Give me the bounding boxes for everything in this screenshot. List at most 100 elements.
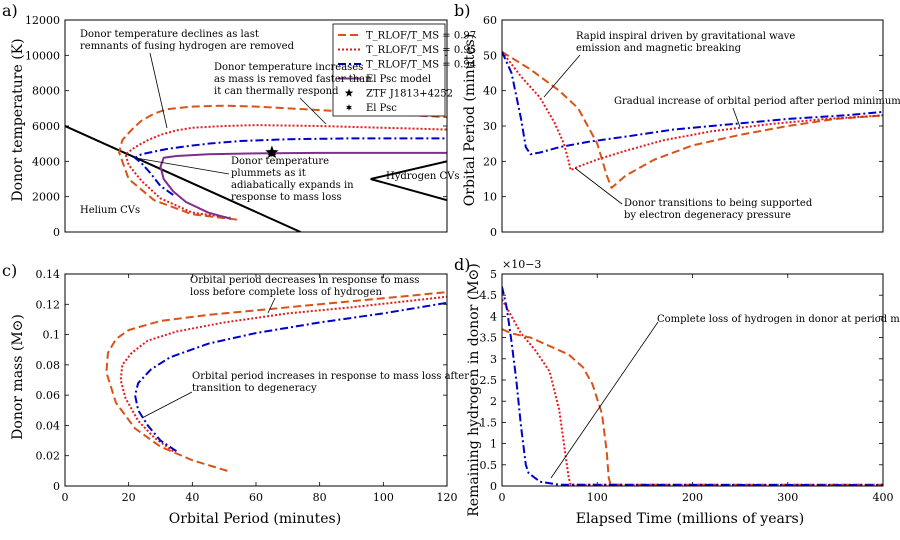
arrow-b-2 [732, 107, 741, 128]
arrow-a-3 [135, 157, 230, 175]
panel-3-ytick-label: 5 [490, 268, 497, 281]
panel-b-orbital-period: 0 10 20 30 40 50 60 [483, 14, 884, 239]
panel-a-annotation-hydrogen-cvs: Hydrogen CVs [386, 171, 460, 182]
panel-3-ytick-label: 4.5 [480, 289, 498, 302]
panel-b-ylabel: Orbital Period (minutes) [462, 34, 478, 206]
arrow-a-2 [299, 97, 327, 125]
panel-0-ytick-label: 4000 [32, 155, 60, 168]
legend-label: El Psc model [366, 74, 431, 85]
panel-0-boundary-line [65, 125, 301, 232]
panel-d-ylabel: Remaining hydrogen in donor (M⊙) [466, 263, 482, 516]
panel-d-annotation-1: Complete loss of hydrogen in donor at pe… [657, 314, 900, 325]
panel-2-ytick-label: 0.12 [36, 298, 61, 311]
panel-2-xtick-label: 0 [62, 491, 69, 504]
panel-0-ytick-label: 2000 [32, 191, 60, 204]
panel-0-series-el-psc-model [159, 151, 447, 220]
panel-c-annotation-1: Orbital period decreases in response to … [190, 275, 423, 298]
panel-1-series-t-rlof-t-ms-0-95 [502, 51, 883, 172]
panel-2-ytick-label: 0.04 [36, 419, 61, 432]
panel-1-series-t-rlof-t-ms-0-94 [502, 51, 883, 156]
panel-3-xtick-label: 400 [873, 491, 894, 504]
panel-c-ylabel: Donor mass (M⊙) [10, 314, 26, 440]
panel-2-series-t-rlof-t-ms-0-95 [119, 295, 447, 452]
panel-1-plot-area [502, 50, 883, 189]
panel-0-frame [64, 19, 448, 233]
legend-marker [345, 104, 353, 111]
panel-2-ytick-label: 0.08 [36, 359, 61, 372]
panel-label-a: a) [2, 1, 18, 20]
panel-3-ytick-label: 2.5 [480, 374, 498, 387]
panel-b-annotation-1: Rapid inspiral driven by gravitational w… [576, 31, 798, 54]
panel-1-frame [501, 19, 884, 233]
panel-2-series-t-rlof-t-ms-0-94 [134, 301, 447, 453]
panel-3-xtick-label: 100 [587, 491, 608, 504]
panel-3-plot-area [502, 286, 883, 486]
panel-3-ytick-label: 1 [490, 438, 497, 451]
panel-0-boundary-line [370, 160, 447, 180]
panel-a-annotation-helium-cvs: Helium CVs [80, 205, 140, 216]
legend-label: T_RLOF/T_MS = 0.97 [366, 31, 476, 42]
panel-a-annotation-2: Donor temperature increases as mass is r… [214, 62, 375, 97]
panel-2-ytick-label: 0 [53, 480, 60, 493]
panel-d-multiplier: ×10−3 [502, 258, 541, 271]
panel-0-marker-hexagram [267, 147, 277, 158]
panel-3-series-t-rlof-t-ms-0-94 [502, 286, 883, 486]
panel-1-ytick-label: 60 [483, 14, 497, 27]
panel-0-series-t-rlof-t-ms-0-97 [118, 104, 447, 221]
panel-a-ylabel: Donor temperature (K) [10, 38, 26, 201]
panel-3-ytick-label: 3 [490, 353, 497, 366]
panel-3-ytick-label: 4 [490, 310, 497, 323]
panel-3-xtick-label: 0 [499, 491, 506, 504]
panel-1-ytick-label: 20 [483, 155, 497, 168]
panel-label-b: b) [454, 1, 470, 20]
panel-1-ytick-label: 30 [483, 120, 497, 133]
panel-2-xtick-label: 80 [313, 491, 327, 504]
arrow-c-1 [267, 297, 276, 314]
arrow-c-2 [141, 391, 193, 419]
panel-0-ytick-label: 8000 [32, 85, 60, 98]
panel-a-annotation-3: Donor temperature plummets as it adiabat… [231, 156, 357, 203]
panel-2-series-t-rlof-t-ms-0-97 [105, 291, 447, 472]
panel-3-frame [501, 273, 884, 487]
annotation-arrows [135, 52, 741, 479]
legend-label: ZTF J1813+4252 [366, 89, 453, 100]
panel-0-ytick-label: 12000 [25, 14, 60, 27]
panel-label-d: d) [454, 255, 470, 274]
panel-3-series-t-rlof-t-ms-0-97 [502, 328, 883, 486]
panel-2-ytick-label: 0.06 [36, 389, 61, 402]
panel-2-ytick-label: 0.14 [36, 268, 61, 281]
panel-3-xtick-label: 200 [682, 491, 703, 504]
panel-a-annotation-1: Donor temperature declines as last remna… [80, 29, 295, 52]
panel-d-hydrogen: 0 0.5 1 1.5 2 2.5 3 3.5 4 4.5 5 0 100 200 300 400 [480, 268, 894, 504]
panel-0-ytick-label: 6000 [32, 120, 60, 133]
panel-0-boundary-line [370, 178, 447, 202]
panel-1-ytick-label: 10 [483, 191, 497, 204]
panel-2-ytick-label: 0.1 [43, 329, 61, 342]
panel-1-ytick-label: 50 [483, 49, 497, 62]
panel-label-c: c) [2, 261, 17, 280]
arrow-b-3 [574, 167, 623, 205]
panel-3-xtick-label: 300 [777, 491, 798, 504]
panel-c-xlabel: Orbital Period (minutes) [169, 511, 341, 527]
panel-0-plot-area [65, 104, 447, 232]
panel-3-series-t-rlof-t-ms-0-95 [502, 298, 883, 486]
panel-2-plot-area [105, 291, 447, 472]
panel-1-ytick-label: 40 [483, 85, 497, 98]
panel-d-xlabel: Elapsed Time (millions of years) [576, 511, 804, 527]
panel-3-ytick-label: 1.5 [480, 416, 498, 429]
legend: T_RLOF/T_MS = 0.97 T_RLOF/T_MS = 0.95 T_RL… [332, 23, 476, 117]
panel-3-ytick-label: 0.5 [480, 459, 498, 472]
panel-3-ytick-label: 3.5 [480, 332, 498, 345]
panel-2-ytick-label: 0.02 [36, 450, 61, 463]
panel-2-xtick-label: 100 [373, 491, 394, 504]
arrow-b-1 [543, 54, 581, 98]
legend-marker [344, 88, 354, 97]
panel-3-ytick-label: 0 [490, 480, 497, 493]
panel-2-xtick-label: 20 [122, 491, 136, 504]
panel-3-ytick-label: 2 [490, 395, 497, 408]
panel-0-ytick-label: 0 [53, 226, 60, 239]
panel-0-ytick-label: 10000 [25, 49, 60, 62]
panel-2-frame [64, 273, 448, 487]
arrow-d-1 [550, 321, 659, 479]
